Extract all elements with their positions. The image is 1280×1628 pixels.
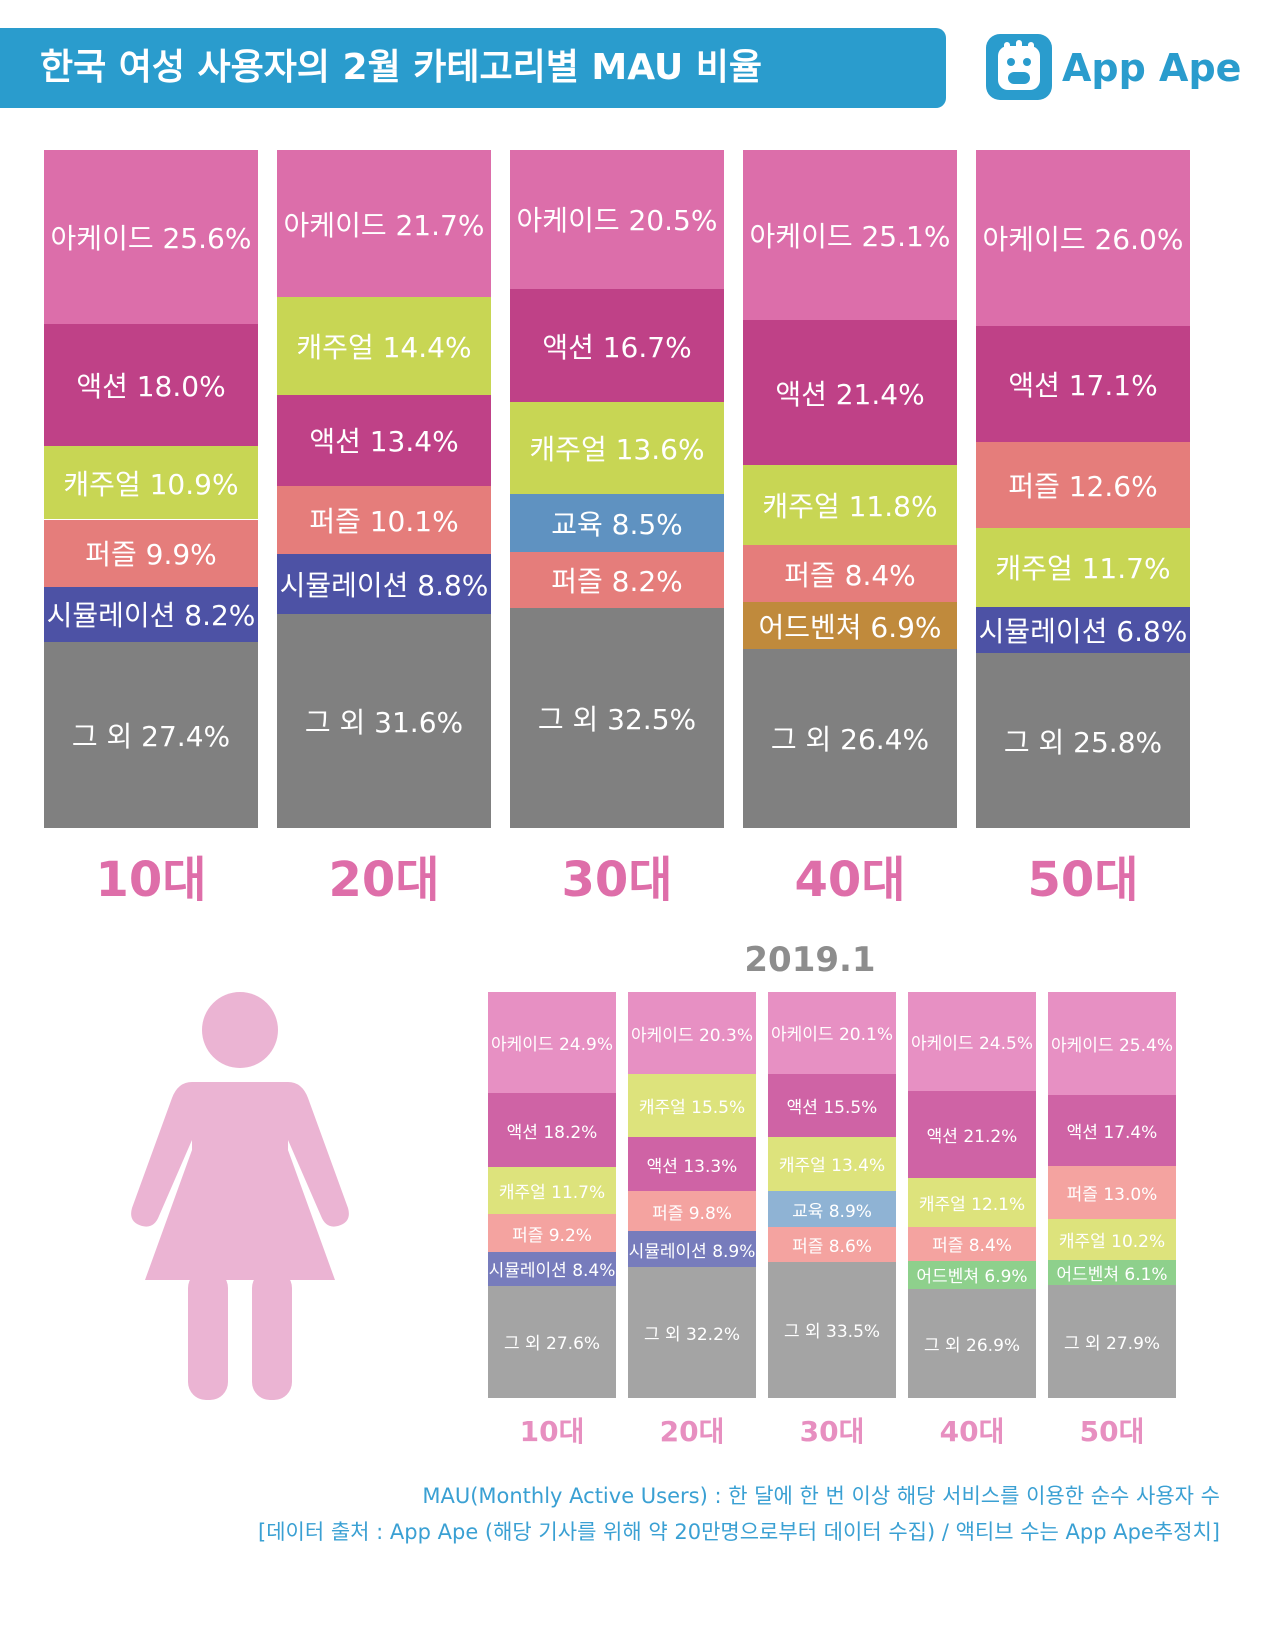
- bar-segment: 시뮬레이션 8.9%: [628, 1231, 756, 1268]
- previous-month-title: 2019.1: [744, 940, 876, 980]
- bar-segment: 아케이드 26.0%: [976, 150, 1190, 327]
- bar-segment: 그 외 27.6%: [488, 1285, 616, 1398]
- bar-segment: 액션 16.7%: [510, 288, 724, 403]
- bar-segment: 액션 13.4%: [277, 394, 491, 486]
- age-group-label: 10대: [95, 852, 207, 908]
- bar-segment: 아케이드 20.1%: [768, 992, 896, 1074]
- bar-segment: 아케이드 20.5%: [510, 150, 724, 289]
- stacked-bar: 아케이드 24.5% 액션 21.2% 캐주얼 12.1% 퍼즐 8.4% 어드벤쳐 6…: [908, 992, 1036, 1398]
- bar-segment: 교육 8.9%: [768, 1190, 896, 1228]
- age-group-label: 50대: [1027, 852, 1139, 908]
- bar-segment: 어드벤쳐 6.9%: [743, 602, 957, 649]
- app-ape-logo: App Ape: [986, 30, 1266, 106]
- bar-segment: 캐주얼 10.2%: [1048, 1218, 1176, 1260]
- bar-segment: 액션 18.0%: [44, 323, 258, 446]
- bar-segment: 퍼즐 8.4%: [908, 1226, 1036, 1261]
- bar-segment: 액션 17.1%: [976, 326, 1190, 443]
- bar-segment: 캐주얼 13.4%: [768, 1136, 896, 1191]
- age-group-label: 30대: [799, 1415, 865, 1448]
- bar-segment: 캐주얼 14.4%: [277, 297, 491, 395]
- bar-segment: 어드벤쳐 6.1%: [1048, 1259, 1176, 1285]
- bar-segment: 퍼즐 9.2%: [488, 1214, 616, 1252]
- stacked-bar: 아케이드 20.3% 캐주얼 15.5% 액션 13.3% 퍼즐 9.8% 시뮬레이션 …: [628, 992, 756, 1398]
- mau-definition-note: MAU(Monthly Active Users) : 한 달에 한 번 이상 …: [422, 1484, 1220, 1508]
- stacked-bar: 아케이드 24.9% 액션 18.2% 캐주얼 11.7% 퍼즐 9.2% 시뮬레이션 …: [488, 992, 616, 1398]
- bar-segment: 시뮬레이션 8.2%: [44, 586, 258, 643]
- bar-segment: 그 외 27.9%: [1048, 1284, 1176, 1398]
- stacked-bar: 아케이드 25.6% 액션 18.0% 캐주얼 10.9% 퍼즐 9.9% 시뮬레이션 …: [44, 150, 258, 828]
- bar-segment: 퍼즐 8.6%: [768, 1227, 896, 1262]
- bar-segment: 아케이드 25.1%: [743, 150, 957, 321]
- bar-segment: 퍼즐 13.0%: [1048, 1165, 1176, 1219]
- bar-segment: 액션 15.5%: [768, 1073, 896, 1137]
- bar-segment: 시뮬레이션 8.8%: [277, 554, 491, 614]
- age-group-label: 50대: [1079, 1415, 1145, 1448]
- bar-segment: 캐주얼 11.8%: [743, 465, 957, 546]
- data-source-note: [데이터 출처 : App Ape (해당 기사를 위해 약 20만명으로부터 …: [258, 1520, 1220, 1544]
- ape-face-icon: [986, 34, 1052, 100]
- age-group-label: 30대: [561, 852, 673, 908]
- bar-segment: 캐주얼 11.7%: [976, 527, 1190, 607]
- bar-segment: 시뮬레이션 6.8%: [976, 606, 1190, 654]
- bar-segment: 아케이드 24.5%: [908, 992, 1036, 1092]
- bar-segment: 교육 8.5%: [510, 494, 724, 553]
- stacked-bar: 아케이드 25.1% 액션 21.4% 캐주얼 11.8% 퍼즐 8.4% 어드벤쳐 6…: [743, 150, 957, 828]
- age-group-label: 40대: [939, 1415, 1005, 1448]
- bar-segment: 그 외 32.2%: [628, 1267, 756, 1398]
- bar-segment: 캐주얼 10.9%: [44, 445, 258, 520]
- bar-segment: 아케이드 21.7%: [277, 150, 491, 298]
- title-banner: 한국 여성 사용자의 2월 카테고리별 MAU 비율: [0, 28, 946, 108]
- bar-segment: 퍼즐 9.8%: [628, 1191, 756, 1232]
- bar-segment: 어드벤쳐 6.9%: [908, 1260, 1036, 1289]
- bar-segment: 캐주얼 15.5%: [628, 1074, 756, 1138]
- age-group-label: 40대: [794, 852, 906, 908]
- bar-segment: 액션 17.4%: [1048, 1095, 1176, 1166]
- age-group-label: 20대: [659, 1415, 725, 1448]
- bar-segment: 아케이드 25.6%: [44, 150, 258, 324]
- stacked-bar: 아케이드 21.7% 캐주얼 14.4% 액션 13.4% 퍼즐 10.1% 시뮬레이션…: [277, 150, 491, 828]
- bar-segment: 아케이드 20.3%: [628, 992, 756, 1075]
- stacked-bar: 아케이드 20.5% 액션 16.7% 캐주얼 13.6% 교육 8.5% 퍼즐 8.2…: [510, 150, 724, 828]
- bar-segment: 액션 18.2%: [488, 1093, 616, 1167]
- stacked-bar: 아케이드 20.1% 액션 15.5% 캐주얼 13.4% 교육 8.9% 퍼즐 8.6…: [768, 992, 896, 1398]
- bar-segment: 캐주얼 12.1%: [908, 1177, 1036, 1227]
- stacked-bar: 아케이드 25.4% 액션 17.4% 퍼즐 13.0% 캐주얼 10.2% 어드벤쳐 …: [1048, 992, 1176, 1398]
- bar-segment: 그 외 25.8%: [976, 653, 1190, 828]
- bar-segment: 퍼즐 10.1%: [277, 485, 491, 555]
- bar-segment: 퍼즐 9.9%: [44, 519, 258, 587]
- bar-segment: 그 외 33.5%: [768, 1261, 896, 1398]
- bar-segment: 퍼즐 8.2%: [510, 552, 724, 608]
- bar-segment: 그 외 27.4%: [44, 642, 258, 828]
- age-group-label: 10대: [519, 1415, 585, 1448]
- stacked-bar: 아케이드 26.0% 액션 17.1% 퍼즐 12.6% 캐주얼 11.7% 시뮬레이션…: [976, 150, 1190, 828]
- woman-icon: [130, 990, 350, 1410]
- bar-segment: 아케이드 25.4%: [1048, 992, 1176, 1096]
- bar-segment: 아케이드 24.9%: [488, 992, 616, 1094]
- bar-segment: 퍼즐 12.6%: [976, 442, 1190, 528]
- bar-segment: 그 외 26.4%: [743, 649, 957, 828]
- bar-segment: 캐주얼 11.7%: [488, 1166, 616, 1215]
- bar-segment: 액션 21.2%: [908, 1091, 1036, 1178]
- bar-segment: 시뮬레이션 8.4%: [488, 1251, 616, 1286]
- logo-text: App Ape: [1062, 46, 1242, 90]
- bar-segment: 액션 13.3%: [628, 1137, 756, 1192]
- bar-segment: 그 외 26.9%: [908, 1288, 1036, 1398]
- bar-segment: 캐주얼 13.6%: [510, 402, 724, 495]
- bar-segment: 퍼즐 8.4%: [743, 545, 957, 603]
- bar-segment: 액션 21.4%: [743, 320, 957, 466]
- bar-segment: 그 외 31.6%: [277, 613, 491, 828]
- bar-segment: 그 외 32.5%: [510, 607, 724, 828]
- page-title: 한국 여성 사용자의 2월 카테고리별 MAU 비율: [40, 47, 762, 88]
- age-group-label: 20대: [328, 852, 440, 908]
